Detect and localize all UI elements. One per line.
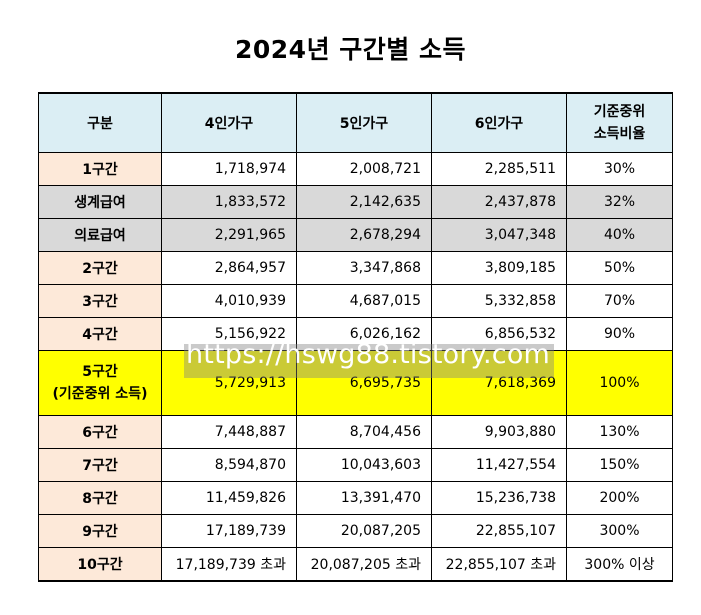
table-row: 2구간 2,864,957 3,347,868 3,809,185 50% xyxy=(38,251,673,285)
income-table: 구분 4인가구 5인가구 6인가구 기준중위 소득비율 1구간 1,718,97… xyxy=(38,92,673,582)
row-label: 6구간 xyxy=(38,415,162,449)
cell-5-person: 13,391,470 xyxy=(296,481,432,515)
row-label: 4구간 xyxy=(38,317,162,351)
cell-4-person: 2,291,965 xyxy=(161,218,297,252)
cell-5-person: 10,043,603 xyxy=(296,448,432,482)
header-6-person: 6인가구 xyxy=(431,92,567,153)
table-row: 의료급여 2,291,965 2,678,294 3,047,348 40% xyxy=(38,218,673,252)
cell-ratio: 150% xyxy=(566,448,673,482)
cell-5-person: 4,687,015 xyxy=(296,284,432,318)
cell-4-person: 4,010,939 xyxy=(161,284,297,318)
header-5-person: 5인가구 xyxy=(296,92,432,153)
header-ratio-line2: 소득비율 xyxy=(593,126,646,142)
table-row: 8구간 11,459,826 13,391,470 15,236,738 200… xyxy=(38,481,673,515)
row-label: 3구간 xyxy=(38,284,162,318)
page-title: 2024년 구간별 소득 xyxy=(235,35,466,64)
header-ratio: 기준중위 소득비율 xyxy=(566,92,673,153)
table-row: 3구간 4,010,939 4,687,015 5,332,858 70% xyxy=(38,284,673,318)
table-row: 10구간 17,189,739 초과 20,087,205 초과 22,855,… xyxy=(38,547,673,582)
cell-ratio: 30% xyxy=(566,152,673,186)
table-row: 1구간 1,718,974 2,008,721 2,285,511 30% xyxy=(38,152,673,186)
cell-4-person: 17,189,739 초과 xyxy=(161,547,297,582)
cell-5-person: 8,704,456 xyxy=(296,415,432,449)
cell-ratio: 32% xyxy=(566,185,673,219)
cell-5-person: 6,026,162 xyxy=(296,317,432,351)
header-category: 구분 xyxy=(38,92,162,153)
row-label: 7구간 xyxy=(38,448,162,482)
watermark-text: https://hswg88.tistory.com xyxy=(186,339,551,370)
cell-4-person: 7,448,887 xyxy=(161,415,297,449)
cell-ratio: 130% xyxy=(566,415,673,449)
cell-4-person: 8,594,870 xyxy=(161,448,297,482)
table-row: 4구간 5,156,922 6,026,162 6,856,532 90% xyxy=(38,317,673,351)
cell-5-person: 6,695,735 xyxy=(296,350,432,416)
cell-4-person: 11,459,826 xyxy=(161,481,297,515)
cell-6-person: 11,427,554 xyxy=(431,448,567,482)
row-label: 8구간 xyxy=(38,481,162,515)
cell-5-person: 2,678,294 xyxy=(296,218,432,252)
cell-6-person: 2,437,878 xyxy=(431,185,567,219)
cell-ratio: 100% xyxy=(566,350,673,416)
cell-ratio: 300% 이상 xyxy=(566,547,673,582)
row-label: 의료급여 xyxy=(38,218,162,252)
cell-5-person: 20,087,205 초과 xyxy=(296,547,432,582)
cell-4-person: 1,718,974 xyxy=(161,152,297,186)
cell-4-person: 1,833,572 xyxy=(161,185,297,219)
cell-4-person: 5,156,922 xyxy=(161,317,297,351)
cell-6-person: 3,047,348 xyxy=(431,218,567,252)
cell-4-person: 17,189,739 xyxy=(161,514,297,548)
cell-5-person: 2,008,721 xyxy=(296,152,432,186)
row-label-median: 5구간 (기준중위 소득) xyxy=(38,350,162,416)
row-label: 10구간 xyxy=(38,547,162,582)
table-row: 생계급여 1,833,572 2,142,635 2,437,878 32% xyxy=(38,185,673,219)
row-label: 2구간 xyxy=(38,251,162,285)
table-row: 6구간 7,448,887 8,704,456 9,903,880 130% xyxy=(38,415,673,449)
cell-6-person: 15,236,738 xyxy=(431,481,567,515)
cell-ratio: 40% xyxy=(566,218,673,252)
cell-6-person: 7,618,369 xyxy=(431,350,567,416)
row-label-line1: 5구간 xyxy=(82,364,118,380)
cell-4-person: 5,729,913 xyxy=(161,350,297,416)
cell-6-person: 22,855,107 xyxy=(431,514,567,548)
cell-6-person: 22,855,107 초과 xyxy=(431,547,567,582)
row-label: 9구간 xyxy=(38,514,162,548)
cell-6-person: 9,903,880 xyxy=(431,415,567,449)
header-ratio-line1: 기준중위 xyxy=(593,104,646,120)
table-row: 7구간 8,594,870 10,043,603 11,427,554 150% xyxy=(38,448,673,482)
cell-6-person: 5,332,858 xyxy=(431,284,567,318)
table-row: 9구간 17,189,739 20,087,205 22,855,107 300… xyxy=(38,514,673,548)
row-label-line2: (기준중위 소득) xyxy=(52,386,148,402)
cell-5-person: 2,142,635 xyxy=(296,185,432,219)
table-header-row: 구분 4인가구 5인가구 6인가구 기준중위 소득비율 xyxy=(38,92,673,153)
cell-6-person: 3,809,185 xyxy=(431,251,567,285)
cell-5-person: 20,087,205 xyxy=(296,514,432,548)
cell-ratio: 50% xyxy=(566,251,673,285)
cell-ratio: 90% xyxy=(566,317,673,351)
cell-6-person: 2,285,511 xyxy=(431,152,567,186)
cell-5-person: 3,347,868 xyxy=(296,251,432,285)
watermark-band xyxy=(184,344,554,378)
cell-4-person: 2,864,957 xyxy=(161,251,297,285)
cell-ratio: 200% xyxy=(566,481,673,515)
cell-ratio: 300% xyxy=(566,514,673,548)
cell-ratio: 70% xyxy=(566,284,673,318)
header-4-person: 4인가구 xyxy=(161,92,297,153)
row-label: 생계급여 xyxy=(38,185,162,219)
row-label: 1구간 xyxy=(38,152,162,186)
